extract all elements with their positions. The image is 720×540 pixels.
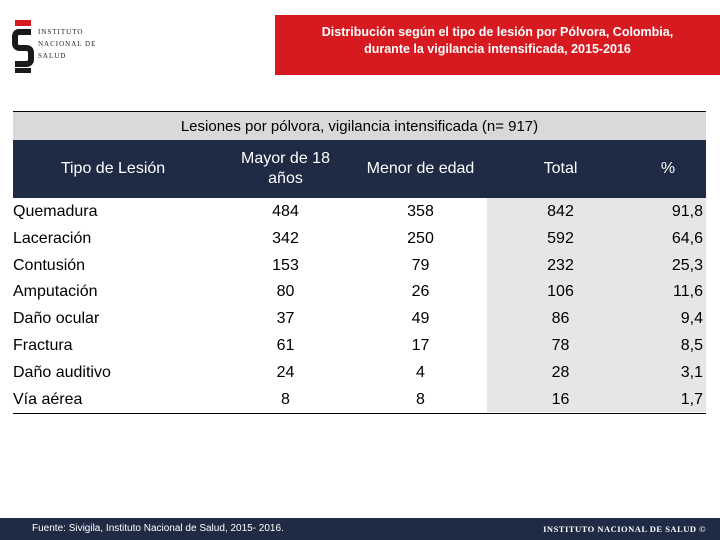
cell-pct: 25,3 [671,256,703,274]
cell-type: Vía aérea [13,390,83,408]
cell-minor: 8 [416,390,425,408]
header-minor: Menor de edad [366,160,475,177]
cell-minor: 358 [407,203,434,220]
footer-brand: INSTITUTO NACIONAL DE SALUD © [543,524,706,534]
logo-line-1: INSTITUTO [38,28,84,36]
logo: INSTITUTO NACIONAL DE SALUD [12,18,122,74]
cell-adult: 8 [281,390,290,408]
table-row: Daño ocular 37 49 86 9,4 [13,305,706,332]
cell-pct: 91,8 [671,203,703,220]
logo-line-3: SALUD [38,52,67,60]
header-adult-line-1: Mayor de 18 [241,150,330,167]
cell-minor: 79 [411,256,430,274]
cell-pct: 8,5 [680,337,703,354]
cell-minor: 26 [411,283,430,301]
cell-pct: 1,7 [680,390,703,408]
cell-total: 232 [547,256,574,274]
cell-adult: 37 [276,310,295,328]
cell-adult: 342 [272,229,299,247]
title-line-1: Distribución según el tipo de lesión por… [321,25,674,39]
cell-total: 106 [547,283,574,301]
header-adult-line-2: años [268,170,303,187]
cell-adult: 484 [272,203,299,220]
header-adult: Mayor de 18 años [223,140,348,198]
cell-total: 592 [547,229,574,247]
table-caption: Lesiones por pólvora, vigilancia intensi… [13,111,706,140]
cell-minor: 49 [411,310,430,328]
cell-type: Daño auditivo [13,363,111,381]
table-row: Vía aérea 8 8 16 1,7 [13,386,706,413]
table-row: Contusión 153 79 232 25,3 [13,252,706,279]
cell-type: Amputación [13,283,98,301]
table-header: Tipo de Lesión Mayor de 18 años Menor de… [13,140,706,198]
table-row: Daño auditivo 24 4 28 3,1 [13,359,706,386]
cell-type: Contusión [13,256,86,274]
cell-minor: 250 [407,229,434,247]
cell-pct: 11,6 [673,283,703,301]
cell-adult: 24 [276,363,295,381]
total-column-shade [487,198,706,412]
cell-adult: 80 [276,283,295,301]
cell-pct: 64,6 [671,229,703,247]
cell-pct: 9,4 [680,310,703,328]
ins-logo-icon [12,20,34,73]
header-pct: % [660,160,676,177]
cell-total: 86 [551,310,570,328]
cell-adult: 61 [276,337,295,354]
logo-line-2: NACIONAL DE [38,40,97,48]
table-row: Fractura 61 17 78 8,5 [13,332,706,359]
title-banner: Distribución según el tipo de lesión por… [275,15,720,75]
header-total: Total [543,160,578,177]
cell-type: Laceración [13,229,92,247]
table-row: Amputación 80 26 106 11,6 [13,278,706,305]
header-type: Tipo de Lesión [60,160,166,177]
cell-total: 78 [551,337,570,354]
cell-total: 16 [551,390,570,408]
title-line-2: durante la vigilancia intensificada, 201… [364,42,631,56]
table-row: Quemadura 484 358 842 91,8 [13,198,706,225]
cell-type: Quemadura [13,203,98,220]
cell-type: Daño ocular [13,310,100,328]
table-row: Laceración 342 250 592 64,6 [13,225,706,252]
cell-total: 28 [551,363,570,381]
cell-minor: 17 [411,337,430,354]
cell-type: Fractura [13,337,73,354]
cell-adult: 153 [272,256,299,274]
cell-total: 842 [547,203,574,220]
source-note: Fuente: Sivigila, Instituto Nacional de … [32,523,284,534]
footer-bar: Fuente: Sivigila, Instituto Nacional de … [0,518,720,540]
logo-text: INSTITUTO NACIONAL DE SALUD [38,26,96,62]
table-body: Quemadura 484 358 842 91,8 Laceración 342 250 59… [13,198,706,414]
cell-minor: 4 [416,363,425,381]
cell-pct: 3,1 [680,363,703,381]
